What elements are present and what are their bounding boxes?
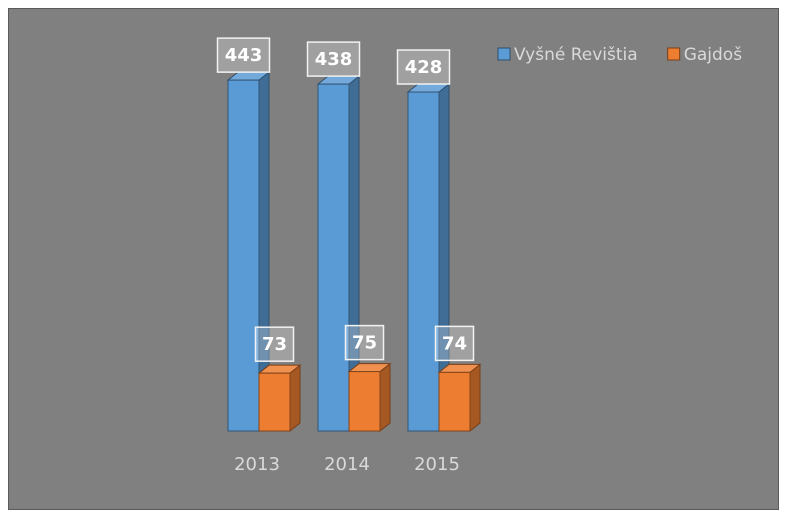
bar-side: [379, 362, 391, 433]
bar: [317, 83, 350, 432]
data-label-box: [216, 37, 271, 73]
data-label: 443: [225, 45, 263, 66]
data-label-box: [254, 326, 295, 362]
bar: [348, 371, 381, 432]
x-tick-label: 2014: [324, 454, 370, 475]
bar: [438, 371, 471, 432]
legend-swatch: [497, 47, 511, 61]
bar-side: [469, 363, 481, 433]
data-label-box: [396, 49, 451, 85]
x-tick-label: 2015: [414, 454, 460, 475]
legend-label: Vyšné Revištia: [514, 45, 638, 65]
data-label-box: [434, 325, 475, 362]
bar: [227, 79, 260, 432]
data-label-box: [306, 41, 361, 77]
bar: [258, 372, 291, 432]
chart-background: [8, 8, 779, 510]
data-label: 73: [262, 334, 287, 355]
bar-side: [289, 364, 301, 433]
legend-swatch: [667, 47, 681, 61]
data-label-box: [344, 324, 385, 361]
legend-label: Gajdoš: [684, 45, 743, 65]
data-label: 74: [442, 333, 467, 354]
data-label: 75: [352, 333, 377, 354]
data-label: 438: [315, 49, 353, 70]
data-label: 428: [405, 57, 443, 78]
bar: [407, 91, 440, 432]
x-tick-label: 2013: [234, 454, 280, 475]
